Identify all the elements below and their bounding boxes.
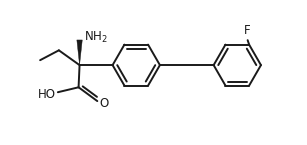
Polygon shape xyxy=(77,40,82,65)
Text: NH$_2$: NH$_2$ xyxy=(84,29,107,45)
Text: F: F xyxy=(244,24,251,37)
Text: O: O xyxy=(100,97,109,110)
Text: HO: HO xyxy=(38,88,56,101)
